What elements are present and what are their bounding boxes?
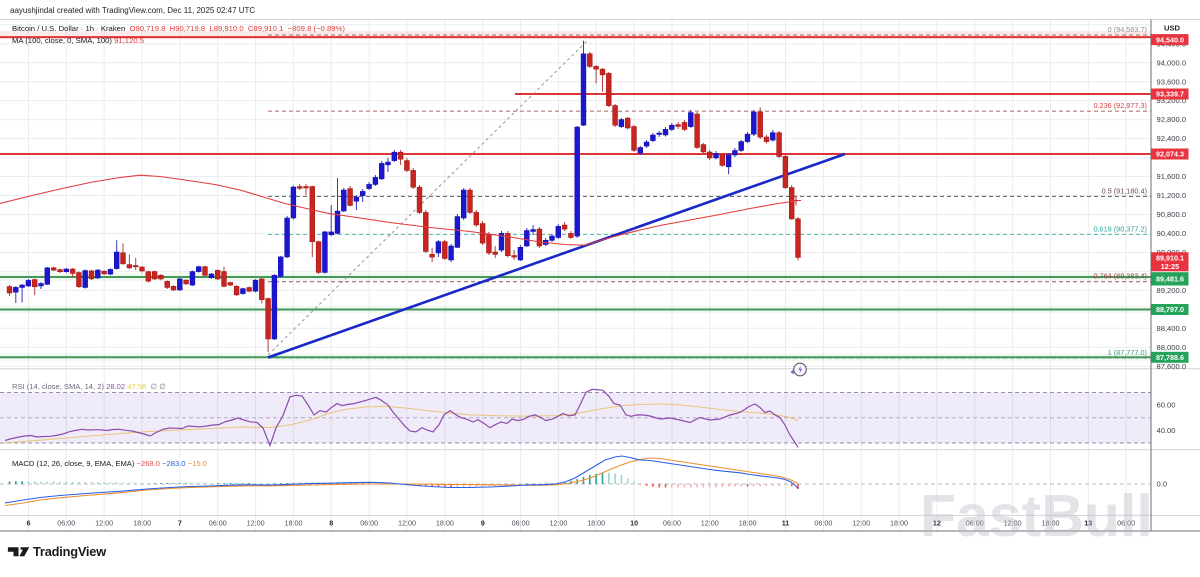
svg-text:13: 13 <box>1084 519 1092 528</box>
svg-text:94,540.0: 94,540.0 <box>1156 35 1184 44</box>
svg-text:11: 11 <box>782 519 790 528</box>
svg-text:06:00: 06:00 <box>57 519 75 528</box>
svg-text:93,339.7: 93,339.7 <box>1156 90 1184 99</box>
svg-text:90,800.0: 90,800.0 <box>1157 210 1187 219</box>
svg-text:18:00: 18:00 <box>587 519 605 528</box>
svg-text:92,074.3: 92,074.3 <box>1156 150 1184 159</box>
svg-text:0.0: 0.0 <box>1157 480 1168 489</box>
svg-text:RSI (14, close, SMA, 14, 2) 28: RSI (14, close, SMA, 14, 2) 28.02 47.58 … <box>12 382 166 391</box>
svg-text:93,600.0: 93,600.0 <box>1157 77 1187 86</box>
svg-text:0.5 (91,180.4): 0.5 (91,180.4) <box>1102 186 1147 195</box>
svg-text:18:00: 18:00 <box>285 519 303 528</box>
svg-text:12:00: 12:00 <box>852 519 870 528</box>
svg-text:06:00: 06:00 <box>512 519 530 528</box>
svg-text:10: 10 <box>630 519 638 528</box>
svg-text:12:00: 12:00 <box>95 519 113 528</box>
svg-text:8: 8 <box>329 519 333 528</box>
svg-text:12:00: 12:00 <box>398 519 416 528</box>
svg-text:06:00: 06:00 <box>966 519 984 528</box>
svg-text:88,400.0: 88,400.0 <box>1157 324 1187 333</box>
svg-text:12: 12 <box>933 519 941 528</box>
svg-text:12:25: 12:25 <box>1161 262 1179 271</box>
svg-text:87,600.0: 87,600.0 <box>1157 362 1187 371</box>
svg-text:TradingView: TradingView <box>33 544 106 559</box>
svg-text:93,200.0: 93,200.0 <box>1157 96 1187 105</box>
svg-text:7: 7 <box>178 519 182 528</box>
svg-text:0.618 (90,377.2): 0.618 (90,377.2) <box>1093 225 1147 234</box>
svg-text:Bitcoin / U.S. Dollar · 1h · K: Bitcoin / U.S. Dollar · 1h · Kraken O90,… <box>12 24 345 33</box>
svg-text:89,200.0: 89,200.0 <box>1157 286 1187 295</box>
svg-text:60.00: 60.00 <box>1157 401 1176 410</box>
svg-text:06:00: 06:00 <box>360 519 378 528</box>
svg-text:88,000.0: 88,000.0 <box>1157 343 1187 352</box>
svg-text:0 (94,583.7): 0 (94,583.7) <box>1108 25 1147 34</box>
svg-text:06:00: 06:00 <box>1117 519 1135 528</box>
svg-text:12:00: 12:00 <box>1004 519 1022 528</box>
svg-text:06:00: 06:00 <box>814 519 832 528</box>
svg-text:MA (100, close, 0, SMA, 100) 9: MA (100, close, 0, SMA, 100) 91,120.5 <box>12 36 144 45</box>
svg-text:FastBull: FastBull <box>920 483 1153 549</box>
svg-text:94,000.0: 94,000.0 <box>1157 58 1187 67</box>
svg-text:18:00: 18:00 <box>1042 519 1060 528</box>
svg-text:6: 6 <box>27 519 31 528</box>
svg-text:18:00: 18:00 <box>436 519 454 528</box>
svg-text:87,788.6: 87,788.6 <box>1156 353 1184 362</box>
svg-text:92,800.0: 92,800.0 <box>1157 115 1187 124</box>
svg-text:90,400.0: 90,400.0 <box>1157 229 1187 238</box>
svg-text:92,400.0: 92,400.0 <box>1157 134 1187 143</box>
svg-text:MACD (12, 26, close, 9, EMA, E: MACD (12, 26, close, 9, EMA, EMA) −268.0… <box>12 459 207 468</box>
svg-text:18:00: 18:00 <box>739 519 757 528</box>
svg-text:88,797.0: 88,797.0 <box>1156 305 1184 314</box>
svg-text:89,481.6: 89,481.6 <box>1156 275 1184 284</box>
svg-text:06:00: 06:00 <box>209 519 227 528</box>
svg-text:0.236 (92,977.3): 0.236 (92,977.3) <box>1093 101 1147 110</box>
svg-text:USD: USD <box>1164 24 1181 33</box>
svg-text:40.00: 40.00 <box>1157 426 1176 435</box>
svg-text:89,910.1: 89,910.1 <box>1156 254 1184 263</box>
svg-text:12:00: 12:00 <box>247 519 265 528</box>
svg-text:18:00: 18:00 <box>890 519 908 528</box>
svg-text:18:00: 18:00 <box>133 519 151 528</box>
svg-text:0.764 (89,383.4): 0.764 (89,383.4) <box>1093 272 1147 281</box>
svg-text:91,200.0: 91,200.0 <box>1157 191 1187 200</box>
svg-text:06:00: 06:00 <box>663 519 681 528</box>
svg-text:12:00: 12:00 <box>701 519 719 528</box>
svg-text:12:00: 12:00 <box>549 519 567 528</box>
svg-text:9: 9 <box>481 519 485 528</box>
svg-text:1 (87,777.0): 1 (87,777.0) <box>1108 348 1147 357</box>
svg-text:91,600.0: 91,600.0 <box>1157 172 1187 181</box>
svg-text:aayushjindal created with Trad: aayushjindal created with TradingView.co… <box>10 6 255 15</box>
